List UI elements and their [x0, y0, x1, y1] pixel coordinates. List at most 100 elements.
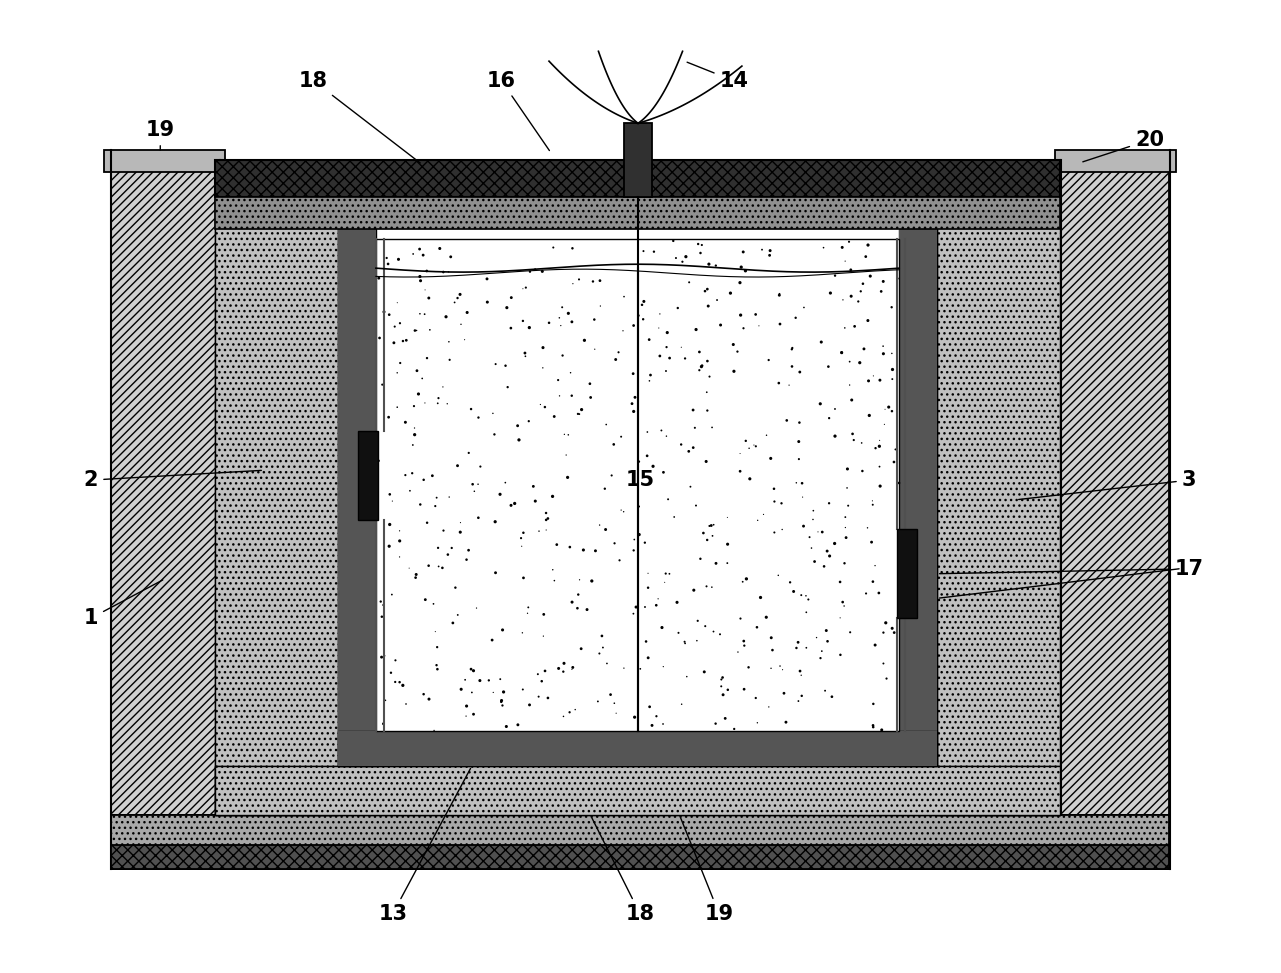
- Point: [733, 244, 753, 260]
- Point: [870, 433, 890, 449]
- Point: [624, 532, 644, 548]
- Bar: [899, 229, 936, 766]
- Point: [825, 428, 845, 444]
- Point: [763, 481, 784, 496]
- Point: [865, 441, 885, 456]
- Point: [863, 368, 884, 383]
- Point: [419, 290, 439, 306]
- Point: [585, 543, 606, 559]
- Point: [596, 416, 616, 432]
- Point: [386, 653, 406, 668]
- Point: [389, 355, 410, 371]
- Point: [724, 364, 744, 379]
- Point: [812, 643, 833, 659]
- Point: [594, 481, 615, 496]
- Point: [792, 688, 812, 703]
- Point: [728, 644, 748, 660]
- Point: [653, 659, 674, 674]
- Point: [621, 396, 642, 412]
- Bar: [1061, 160, 1170, 815]
- Point: [603, 437, 624, 452]
- Point: [597, 656, 617, 671]
- Point: [760, 247, 780, 263]
- Point: [788, 694, 808, 709]
- Bar: [215, 190, 338, 815]
- Point: [555, 426, 575, 442]
- Point: [706, 556, 726, 571]
- Point: [858, 237, 879, 253]
- Point: [428, 390, 448, 406]
- Point: [870, 373, 890, 388]
- Point: [370, 594, 391, 609]
- Point: [671, 437, 692, 452]
- Point: [445, 580, 465, 595]
- Point: [544, 573, 565, 589]
- Point: [428, 559, 448, 574]
- Point: [567, 587, 588, 602]
- Point: [733, 574, 753, 590]
- Point: [425, 624, 446, 639]
- Point: [684, 420, 705, 436]
- Point: [875, 402, 895, 417]
- Point: [870, 479, 890, 494]
- Point: [523, 479, 543, 494]
- Point: [402, 465, 423, 481]
- Text: 3: 3: [1018, 470, 1196, 499]
- Point: [849, 355, 870, 371]
- Point: [664, 234, 684, 249]
- Point: [874, 346, 894, 362]
- Point: [689, 362, 710, 378]
- Point: [379, 486, 400, 502]
- Point: [485, 356, 506, 372]
- Point: [538, 511, 559, 526]
- Point: [402, 437, 423, 452]
- Point: [656, 428, 676, 444]
- Bar: [215, 190, 338, 815]
- Point: [789, 451, 810, 467]
- Point: [477, 271, 497, 287]
- Point: [582, 573, 602, 589]
- Point: [793, 489, 813, 505]
- Point: [450, 524, 470, 540]
- Point: [707, 292, 728, 307]
- Point: [610, 553, 630, 568]
- Point: [406, 363, 427, 378]
- Point: [396, 697, 416, 712]
- Point: [447, 290, 468, 306]
- Point: [395, 467, 415, 483]
- Point: [634, 535, 655, 551]
- Point: [806, 630, 826, 645]
- Point: [651, 422, 671, 438]
- Point: [688, 236, 708, 252]
- Point: [519, 414, 539, 429]
- Point: [412, 371, 433, 386]
- Point: [611, 502, 632, 518]
- Point: [427, 658, 447, 673]
- Point: [776, 413, 797, 428]
- Point: [515, 348, 535, 364]
- Point: [369, 330, 389, 345]
- Point: [803, 503, 824, 519]
- Point: [528, 689, 548, 704]
- Point: [425, 498, 446, 514]
- Point: [589, 272, 610, 288]
- Point: [881, 404, 902, 419]
- Point: [512, 625, 533, 640]
- Point: [856, 586, 876, 601]
- Point: [501, 290, 521, 306]
- Point: [608, 344, 629, 360]
- Point: [571, 402, 592, 417]
- Point: [589, 518, 610, 533]
- Point: [769, 287, 789, 303]
- Point: [813, 559, 834, 574]
- Point: [675, 249, 696, 265]
- Point: [871, 283, 892, 299]
- Point: [548, 661, 569, 676]
- Point: [625, 389, 646, 405]
- Point: [415, 592, 436, 607]
- Point: [789, 434, 810, 450]
- Point: [459, 445, 479, 460]
- Point: [792, 476, 812, 491]
- Point: [871, 722, 892, 738]
- Point: [624, 318, 644, 334]
